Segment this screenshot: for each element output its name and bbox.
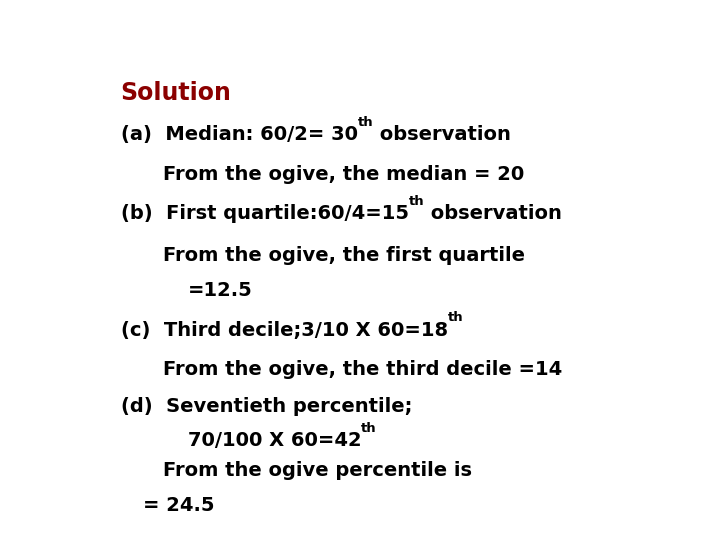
Text: th: th: [448, 312, 464, 325]
Text: observation: observation: [373, 125, 511, 144]
Text: (c)  Third decile;3/10 X 60=18: (c) Third decile;3/10 X 60=18: [121, 321, 448, 340]
Text: th: th: [361, 422, 377, 435]
Text: (b)  First quartile:60/4=15: (b) First quartile:60/4=15: [121, 204, 409, 223]
Text: (a)  Median: 60/2= 30: (a) Median: 60/2= 30: [121, 125, 358, 144]
Text: From the ogive, the median = 20: From the ogive, the median = 20: [163, 165, 523, 184]
Text: 70/100 X 60=42: 70/100 X 60=42: [188, 431, 361, 450]
Text: (d)  Seventieth percentile;: (d) Seventieth percentile;: [121, 397, 412, 416]
Text: observation: observation: [424, 204, 562, 223]
Text: Solution: Solution: [121, 82, 232, 105]
Text: From the ogive, the first quartile: From the ogive, the first quartile: [163, 246, 525, 265]
Text: th: th: [409, 195, 424, 208]
Text: = 24.5: = 24.5: [143, 496, 215, 515]
Text: From the ogive, the third decile =14: From the ogive, the third decile =14: [163, 360, 562, 379]
Text: =12.5: =12.5: [188, 281, 253, 300]
Text: th: th: [358, 116, 373, 129]
Text: From the ogive percentile is: From the ogive percentile is: [163, 461, 472, 480]
